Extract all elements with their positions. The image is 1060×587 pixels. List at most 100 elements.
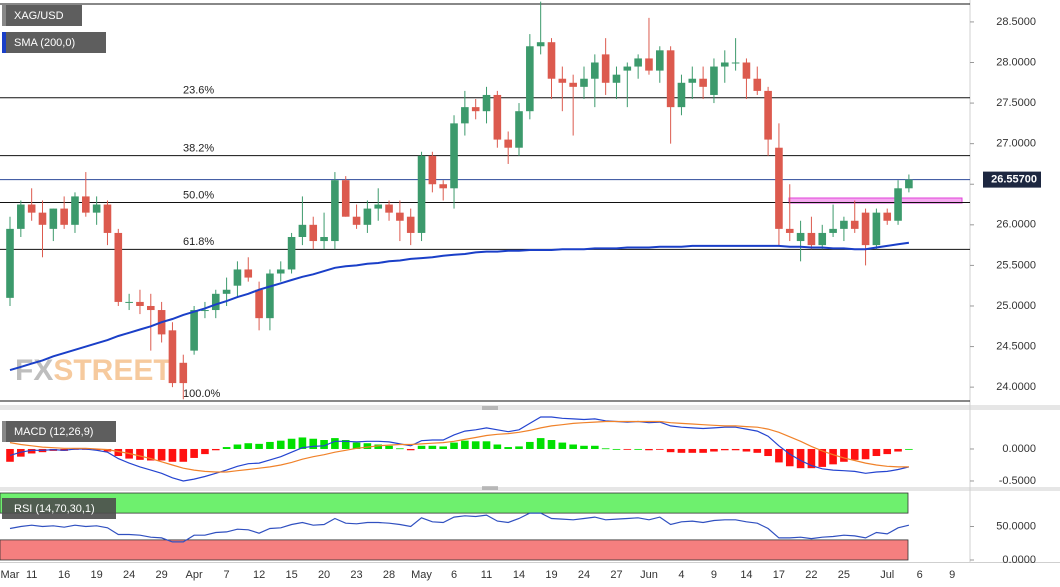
candle-body (266, 273, 274, 319)
drag-handle[interactable] (482, 406, 498, 410)
candle-body (796, 232, 805, 242)
x-tick-label: Mar (1, 569, 20, 581)
drag-handle[interactable] (482, 486, 498, 490)
candle-body (558, 78, 567, 83)
candle-body (547, 42, 556, 79)
histogram-bar (720, 448, 729, 451)
last-price-label: 26.55700 (983, 171, 1041, 188)
candle-body (688, 78, 697, 83)
candle-body (287, 236, 296, 270)
histogram-bar (450, 442, 458, 449)
histogram-bar (840, 448, 848, 462)
histogram-bar (569, 444, 577, 449)
candle-body (536, 42, 545, 47)
x-tick-label: 22 (805, 569, 817, 581)
candle-body (114, 232, 123, 302)
candle-body (883, 212, 892, 221)
candle-body (656, 50, 664, 71)
candle-body (731, 62, 740, 64)
marks: 0.0% 23.6% 38.2% 50.0% 61.8% 100.0% 24.0000 24.… (0, 0, 1041, 581)
histogram-bar (244, 443, 253, 449)
candle-body (764, 90, 772, 140)
x-tick-label: Apr (186, 569, 203, 581)
chart-title: XAG/USD (14, 10, 64, 22)
candle-body (233, 269, 242, 286)
x-tick-label: 9 (949, 569, 955, 581)
y-tick-label: 25.5000 (996, 259, 1036, 271)
histogram-bar (807, 448, 816, 469)
histogram-bar (634, 448, 642, 450)
candle-body (190, 310, 198, 351)
last-price-box (983, 171, 1041, 188)
histogram-bar (201, 448, 209, 455)
histogram-bar (396, 448, 404, 450)
x-tick-label: 23 (350, 569, 362, 581)
candle-body (720, 62, 729, 67)
histogram-bar (699, 448, 707, 453)
candle-body (840, 220, 848, 229)
legend-box[interactable]: SMA (200,0) (2, 32, 106, 53)
histogram-bar (168, 448, 177, 462)
histogram-bar (276, 440, 285, 449)
candle-body (829, 228, 837, 233)
y-tick-label: 26.0000 (996, 219, 1036, 231)
sma-line (9, 241, 910, 372)
panel-title: RSI (14,70,30,1) (14, 503, 95, 515)
histogram-bar (92, 448, 101, 451)
title-box[interactable]: RSI (14,70,30,1) (2, 498, 116, 519)
candle-body (406, 216, 415, 233)
histogram-bar (645, 448, 653, 451)
axis-line (0, 562, 1060, 563)
histogram-bar (471, 441, 480, 449)
candle-body (753, 78, 762, 91)
histogram-bar (417, 445, 426, 449)
y-tick-label: 50.0000 (996, 520, 1036, 532)
y-tick-label: 24.0000 (996, 381, 1036, 393)
candle-body (515, 111, 523, 148)
title-box[interactable]: MACD (12,26,9) (2, 421, 116, 442)
histogram-bar (612, 448, 621, 450)
y-tick-label: 0.0000 (1002, 443, 1036, 455)
candle-body (27, 204, 36, 213)
histogram-bar (785, 448, 794, 467)
candle-body (125, 301, 133, 303)
y-tick-label: 25.0000 (996, 300, 1036, 312)
candle-body (634, 58, 642, 67)
candle-body (894, 188, 902, 221)
x-tick-label: May (411, 569, 432, 581)
fib-label: 23.6% (183, 85, 214, 97)
y-tick-label: 0.0000 (1002, 554, 1036, 566)
candle-body (38, 212, 47, 225)
candle-body (471, 107, 480, 112)
fib-label: 61.8% (183, 236, 214, 248)
title-box[interactable]: XAG/USD (2, 5, 82, 26)
y-tick-label: 28.5000 (996, 16, 1036, 28)
candle-body (309, 224, 318, 242)
watermark: FXSTREET (15, 354, 172, 387)
x-tick-label: 11 (481, 569, 492, 581)
candle-body (352, 216, 361, 225)
macd-line (9, 416, 910, 482)
candle-body (92, 204, 101, 213)
candle-body (179, 362, 188, 384)
histogram-bar (547, 440, 556, 449)
histogram-bar (591, 445, 599, 449)
watermark-part: STREET (53, 354, 171, 387)
histogram-bar (580, 445, 588, 449)
x-tick-label: Jun (640, 569, 658, 581)
histogram-bar (482, 441, 491, 449)
histogram-bar (601, 448, 610, 450)
histogram-bar (255, 443, 263, 449)
histogram-bar (103, 448, 112, 452)
candle-body (168, 330, 177, 384)
x-tick-label: 24 (578, 569, 590, 581)
histogram-bar (287, 438, 296, 449)
candle-body (580, 78, 588, 87)
panel-title: MACD (12,26,9) (14, 426, 93, 438)
y-tick-label: 27.5000 (996, 97, 1036, 109)
x-tick-label: 14 (513, 569, 525, 581)
histogram-bar (861, 448, 870, 460)
candle-body (493, 94, 502, 140)
